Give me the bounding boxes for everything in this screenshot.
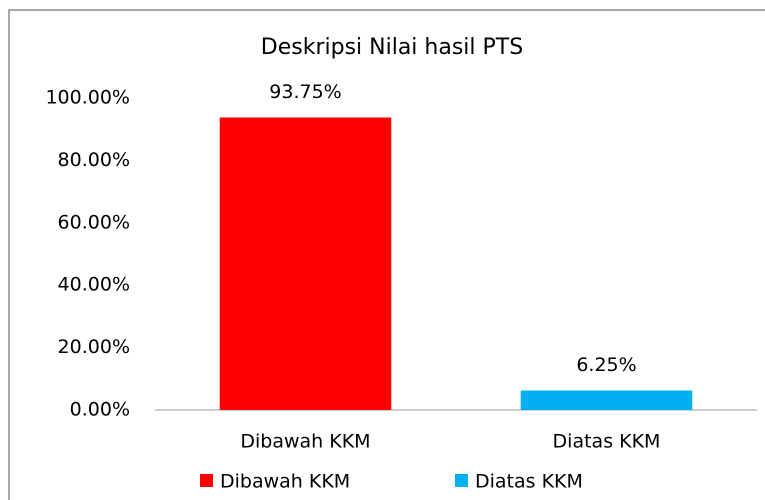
data-label: 6.25%	[576, 354, 636, 376]
y-tick-label: 40.00%	[58, 274, 130, 296]
y-tick-label: 60.00%	[58, 211, 130, 233]
x-tick-label: Diatas KKM	[553, 431, 661, 453]
y-tick-label: 80.00%	[58, 149, 130, 171]
bar	[520, 390, 693, 410]
y-tick-label: 0.00%	[70, 399, 130, 421]
y-tick-label: 20.00%	[58, 336, 130, 358]
bar	[219, 117, 392, 410]
data-label: 93.75%	[269, 81, 341, 103]
legend-label: Dibawah KKM	[220, 471, 350, 493]
legend-swatch	[200, 474, 213, 487]
legend-swatch	[455, 474, 468, 487]
x-tick-label: Dibawah KKM	[240, 431, 370, 453]
y-tick-label: 100.00%	[45, 87, 130, 109]
chart-title: Deskripsi Nilai hasil PTS	[261, 35, 523, 60]
legend-label: Diatas KKM	[475, 471, 583, 493]
